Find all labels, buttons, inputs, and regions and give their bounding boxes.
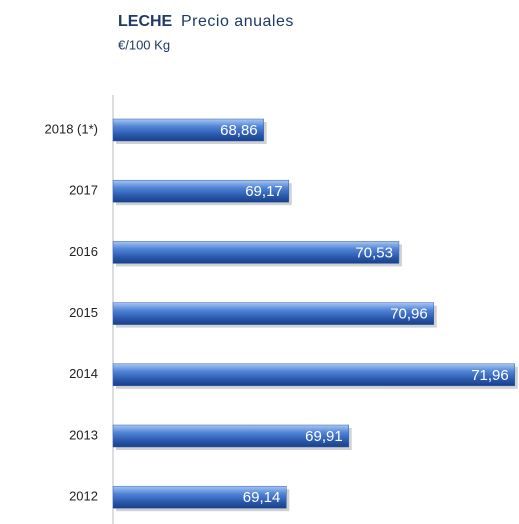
value-label: 68,86 (220, 122, 258, 139)
value-label: 69,17 (245, 183, 283, 200)
bar (112, 302, 435, 325)
value-label: 69,14 (243, 489, 281, 506)
y-tick-label: 2018 (1*) (45, 121, 98, 136)
y-tick-label: 2014 (69, 366, 98, 381)
y-tick-label: 2017 (69, 183, 98, 198)
chart-title: LECHE (118, 13, 173, 30)
value-label: 69,91 (305, 428, 343, 445)
value-label: 70,96 (390, 306, 428, 323)
bar (112, 241, 400, 264)
value-label: 71,96 (471, 367, 509, 384)
value-label: 70,53 (355, 244, 393, 261)
chart-subtitle: Precio anuales (181, 13, 294, 30)
y-tick-label: 2015 (69, 305, 98, 320)
y-tick-label: 2012 (69, 489, 98, 504)
y-tick-label: 2016 (69, 244, 98, 259)
unit-label: €/100 Kg (118, 37, 170, 52)
bar (112, 118, 264, 142)
bar (112, 179, 290, 203)
y-tick-label: 2013 (69, 427, 98, 442)
bar (112, 363, 516, 387)
bar (112, 424, 349, 448)
bar (112, 485, 287, 509)
